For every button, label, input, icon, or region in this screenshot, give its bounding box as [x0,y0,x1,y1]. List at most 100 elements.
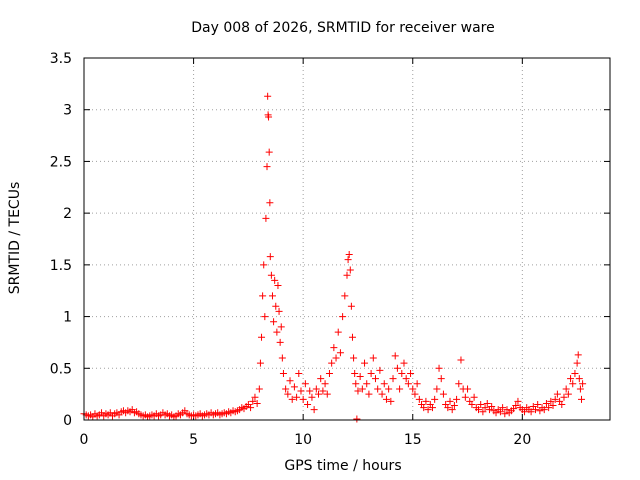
data-point [308,393,316,401]
data-point [579,380,587,388]
data-point [264,92,272,100]
data-point [350,354,358,362]
data-point [259,292,267,300]
data-point [270,318,278,326]
data-point [277,323,285,331]
data-point [330,344,338,352]
data-point [317,375,325,383]
x-tick-label: 20 [513,432,531,448]
data-point [247,404,255,412]
data-point [279,369,287,377]
data-point [488,403,496,411]
data-point [262,214,270,222]
data-point [256,359,264,367]
data-point [479,408,487,416]
data-point [407,369,415,377]
data-point [453,395,461,403]
data-point [549,402,557,410]
data-point [347,302,355,310]
data-point [477,400,485,408]
data-point [315,390,323,398]
data-point [411,390,419,398]
data-point [553,390,561,398]
data-point [402,375,410,383]
data-point [562,385,570,393]
data-point [470,393,478,401]
x-axis-label: GPS time / hours [284,458,401,474]
data-point [576,385,584,393]
data-point [273,328,281,336]
data-point [391,352,399,360]
data-point [574,351,582,359]
data-point [428,404,436,412]
data-point [382,395,390,403]
data-point [374,385,382,393]
data-point [393,364,401,372]
data-point [547,397,555,405]
data-point [346,266,354,274]
data-point [534,400,542,408]
data-point [266,199,274,207]
data-point [295,369,303,377]
data-point [286,377,294,385]
y-tick-label: 3 [63,103,72,119]
data-point [461,393,469,401]
data-point [367,369,375,377]
data-point [457,356,465,364]
data-point [413,380,421,388]
data-point [571,369,579,377]
data-point [306,387,314,395]
data-point [319,387,327,395]
data-point [398,369,406,377]
data-point [527,408,535,416]
data-point [540,406,548,414]
data-point [521,408,529,416]
y-tick-label: 3.5 [50,51,72,67]
data-point [558,400,566,408]
data-point [332,354,340,362]
data-point [266,253,274,261]
data-point [483,399,491,407]
data-point [278,354,286,362]
data-point [265,113,273,121]
data-point [358,385,366,393]
data-point [341,292,349,300]
data-point [274,282,282,290]
data-point [564,390,572,398]
data-point [301,380,309,388]
data-point [431,395,439,403]
data-point [499,404,507,412]
data-point [422,397,430,405]
data-point [312,385,320,393]
data-point [380,380,388,388]
data-point [321,380,329,388]
data-point [481,404,489,412]
data-point [290,383,298,391]
data-point [293,393,301,401]
data-point [354,387,362,395]
data-point [365,390,373,398]
data-point [288,395,296,403]
data-point [435,364,443,372]
y-tick-label: 1.5 [50,258,72,274]
x-tick-label: 5 [189,432,198,448]
data-point [400,359,408,367]
data-point [260,261,268,269]
data-point [263,163,271,171]
data-point [356,373,364,381]
y-axis-label: SRMTID / TECUs [7,182,23,295]
data-point [475,406,482,414]
data-point [275,307,283,315]
data-point [345,251,353,259]
data-point [531,406,539,414]
data-point [353,415,361,423]
data-point [258,333,266,341]
plot-frame [83,57,611,421]
data-point [496,408,504,416]
data-point [348,333,356,341]
data-point [551,395,559,403]
data-point [567,375,575,383]
data-point [415,395,423,403]
data-point [578,395,586,403]
data-point [351,369,359,377]
